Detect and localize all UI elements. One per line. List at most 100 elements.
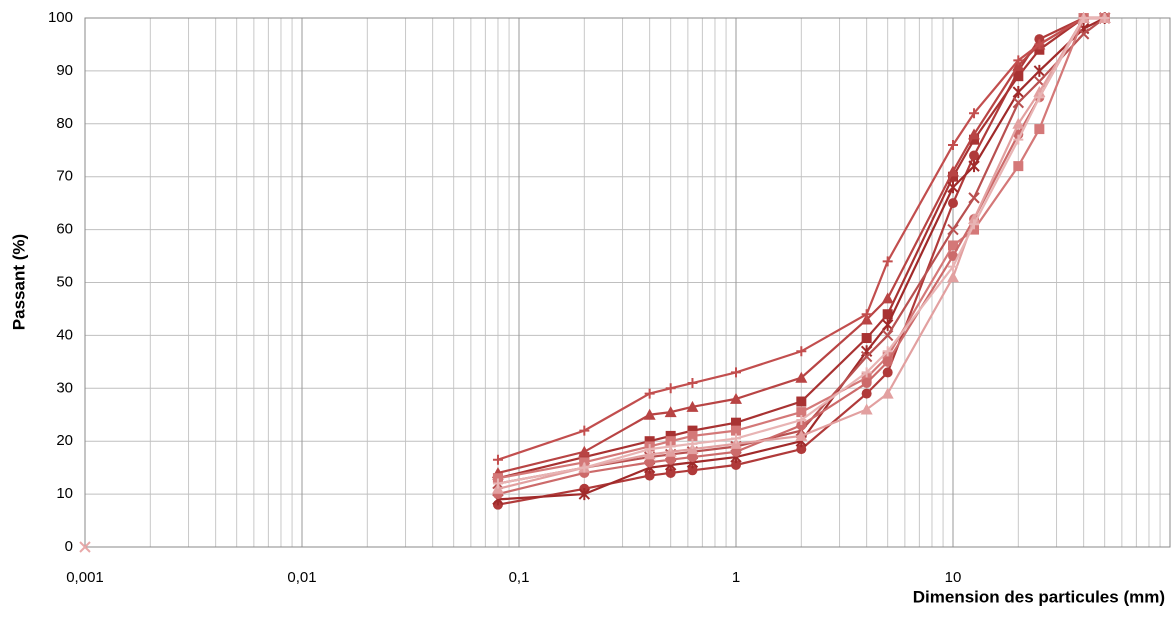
marker <box>860 350 873 363</box>
marker <box>1034 92 1045 103</box>
marker <box>730 392 742 404</box>
x-tick-label: 0,01 <box>287 569 316 586</box>
marker <box>881 292 894 304</box>
marker <box>731 460 741 471</box>
marker <box>969 108 980 119</box>
marker <box>492 473 503 484</box>
series <box>491 12 1111 494</box>
marker <box>492 478 503 489</box>
x-tick-label: 0,001 <box>66 569 104 586</box>
marker <box>644 470 655 481</box>
marker <box>968 192 980 204</box>
marker <box>796 396 807 407</box>
marker <box>665 430 676 441</box>
series <box>79 541 91 553</box>
marker <box>947 165 959 177</box>
marker <box>731 446 741 457</box>
marker <box>731 417 741 428</box>
marker <box>731 425 741 436</box>
marker <box>948 171 958 182</box>
y-tick-label: 80 <box>56 115 73 132</box>
marker <box>881 329 894 342</box>
marker <box>882 351 893 362</box>
marker <box>861 333 872 344</box>
marker <box>1013 71 1024 82</box>
marker <box>664 406 677 418</box>
marker <box>644 444 655 455</box>
marker <box>731 433 741 444</box>
marker <box>948 240 958 251</box>
x-tick-label: 10 <box>945 569 962 586</box>
marker <box>861 367 872 378</box>
x-tick-label: 1 <box>732 569 740 586</box>
marker <box>687 430 698 441</box>
marker <box>796 407 807 418</box>
y-tick-label: 70 <box>56 168 73 185</box>
marker <box>492 454 503 465</box>
marker <box>796 415 807 426</box>
marker <box>796 346 807 357</box>
marker <box>665 454 676 465</box>
marker <box>79 541 91 553</box>
marker <box>969 219 980 230</box>
y-tick-label: 90 <box>56 62 73 79</box>
marker <box>687 438 698 449</box>
y-tick-label: 40 <box>56 326 73 343</box>
marker <box>968 128 981 140</box>
marker <box>579 452 590 463</box>
marker <box>578 488 591 501</box>
y-tick-label: 30 <box>56 379 73 396</box>
marker <box>665 441 676 452</box>
marker <box>948 261 958 272</box>
marker <box>1013 134 1024 145</box>
marker <box>861 372 872 383</box>
y-tick-label: 20 <box>56 432 73 449</box>
y-tick-label: 10 <box>56 485 73 502</box>
marker <box>882 256 893 267</box>
marker <box>795 371 808 383</box>
y-tick-label: 0 <box>65 538 73 555</box>
marker <box>948 251 958 262</box>
y-tick-label: 100 <box>48 9 73 26</box>
marker <box>1012 117 1025 129</box>
marker <box>1012 96 1025 109</box>
marker <box>1034 39 1045 50</box>
marker <box>665 436 676 447</box>
marker <box>687 452 698 463</box>
x-axis-title: Dimension des particules (mm) <box>913 587 1165 606</box>
marker <box>947 181 959 194</box>
marker <box>861 388 872 399</box>
marker <box>948 198 958 209</box>
marker <box>578 445 591 457</box>
marker <box>969 150 980 161</box>
marker <box>579 462 590 473</box>
marker <box>1077 28 1090 40</box>
marker <box>882 309 893 320</box>
marker <box>731 367 741 378</box>
marker <box>861 378 872 389</box>
marker <box>860 403 873 415</box>
marker <box>1099 13 1110 23</box>
marker <box>882 356 893 367</box>
marker <box>947 223 959 236</box>
marker <box>1013 55 1024 66</box>
marker <box>796 444 807 455</box>
marker <box>1012 86 1025 99</box>
marker <box>1034 124 1045 135</box>
marker <box>644 436 655 447</box>
marker <box>1034 44 1045 55</box>
marker <box>882 346 893 357</box>
marker <box>1013 161 1024 172</box>
marker <box>643 408 656 420</box>
marker <box>882 367 893 378</box>
marker <box>968 160 980 173</box>
marker <box>1033 86 1046 98</box>
marker <box>968 213 981 225</box>
marker <box>1033 64 1046 77</box>
plot-frame <box>84 17 1171 548</box>
marker <box>665 467 676 478</box>
marker <box>1078 13 1089 23</box>
x-tick-label: 0,1 <box>509 569 530 586</box>
marker <box>796 420 807 431</box>
